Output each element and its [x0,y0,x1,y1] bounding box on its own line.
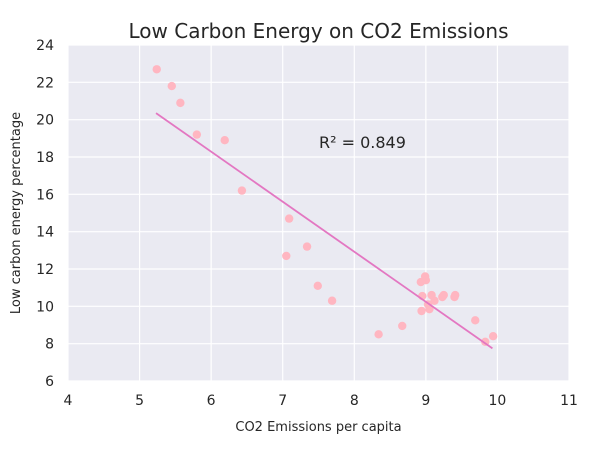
y-tick-label: 8 [45,337,54,353]
data-point [421,276,431,285]
data-point [430,296,439,305]
data-point [471,316,480,325]
data-point [302,242,312,251]
data-point [327,296,337,305]
x-tick-label: 5 [135,393,144,409]
x-tick-labels: 4 5 6 7 8 9 10 11 [64,393,578,409]
y-tick-label: 6 [45,374,54,390]
data-point [488,332,498,341]
data-points [152,65,498,346]
y-tick-label: 18 [36,150,54,166]
data-point [192,130,202,139]
data-point [439,290,448,300]
x-tick-label: 8 [350,393,359,409]
y-tick-label: 22 [36,75,54,91]
x-tick-label: 6 [207,393,216,409]
x-tick-label: 10 [489,393,507,409]
data-point [425,304,434,314]
y-tick-label: 24 [36,38,54,54]
data-point [313,281,322,290]
data-point [284,214,294,223]
x-tick-label: 9 [421,393,430,409]
data-point [282,251,291,261]
data-point [220,136,229,145]
grid [67,44,570,382]
y-tick-label: 12 [36,262,54,278]
y-tick-label: 20 [36,113,54,129]
y-axis-label: Low carbon energy percentage [9,112,24,314]
r-squared-annotation: R² = 0.849 [319,133,406,152]
data-point [398,321,407,331]
data-point [374,330,383,339]
x-tick-label: 7 [278,393,287,409]
x-tick-label: 4 [64,393,73,409]
regression-line [155,112,493,350]
data-point [176,98,185,108]
plot-background [68,45,569,381]
data-point [152,65,161,74]
y-tick-label: 14 [36,225,54,241]
y-tick-label: 10 [36,299,54,315]
data-point [237,186,247,195]
data-point [167,81,176,91]
chart-title: Low Carbon Energy on CO2 Emissions [129,19,509,43]
y-tick-labels: 6 8 10 12 14 16 18 20 22 24 [36,38,54,390]
y-tick-label: 16 [36,187,54,203]
data-point [451,290,460,300]
x-tick-label: 11 [560,393,578,409]
x-axis-label: CO2 Emissions per capita [235,420,401,435]
data-point [417,306,426,316]
